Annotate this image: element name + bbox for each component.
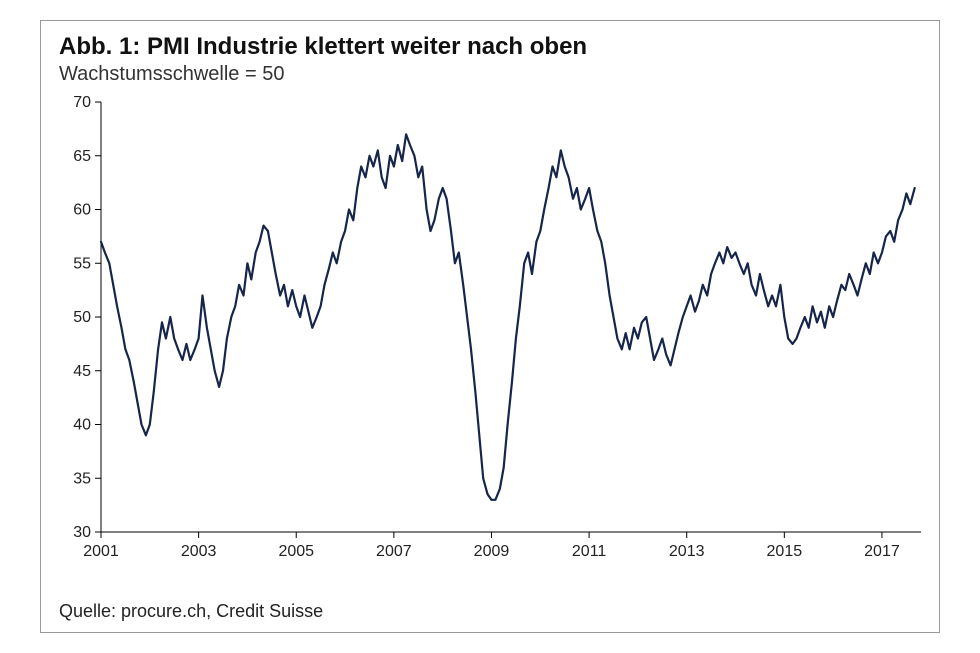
chart-title: Abb. 1: PMI Industrie klettert weiter na… <box>59 33 921 61</box>
y-tick-label: 55 <box>73 255 91 272</box>
pmi-series-line <box>101 134 915 500</box>
x-tick-label: 2013 <box>669 543 705 560</box>
x-tick-label: 2017 <box>864 543 900 560</box>
x-tick-label: 2003 <box>181 543 217 560</box>
y-tick-label: 50 <box>73 309 91 326</box>
y-tick-label: 65 <box>73 148 91 165</box>
y-tick-label: 70 <box>73 94 91 111</box>
chart-subtitle: Wachstumsschwelle = 50 <box>59 63 921 86</box>
x-tick-label: 2005 <box>278 543 314 560</box>
y-tick-label: 40 <box>73 417 91 434</box>
chart-header: Abb. 1: PMI Industrie klettert weiter na… <box>41 21 939 92</box>
x-tick-label: 2007 <box>376 543 412 560</box>
y-tick-label: 60 <box>73 202 91 219</box>
line-chart-svg: 30 35 40 45 50 55 60 65 70 2001 2003 2005 2007 2009 20… <box>41 92 941 572</box>
chart-plot-area: 30 35 40 45 50 55 60 65 70 2001 2003 2005 2007 2009 20… <box>41 92 939 572</box>
chart-source: Quelle: procure.ch, Credit Suisse <box>59 601 323 622</box>
x-tick-label: 2001 <box>83 543 119 560</box>
x-tick-label: 2009 <box>474 543 510 560</box>
chart-frame: Abb. 1: PMI Industrie klettert weiter na… <box>40 20 940 633</box>
y-tick-label: 45 <box>73 363 91 380</box>
x-tick-label: 2015 <box>767 543 803 560</box>
y-tick-label: 35 <box>73 470 91 487</box>
y-tick-label: 30 <box>73 524 91 541</box>
x-tick-label: 2011 <box>572 543 607 560</box>
